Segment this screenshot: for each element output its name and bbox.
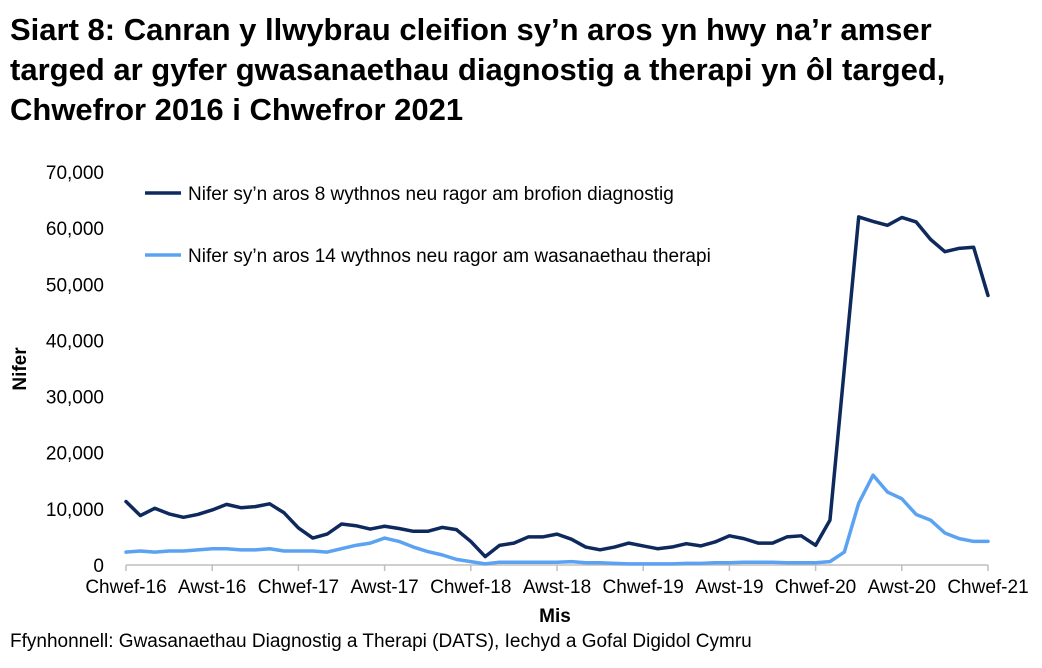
x-tick-label: Chwef-18 [430, 577, 511, 598]
x-tick-label: Chwef-16 [85, 577, 166, 598]
y-axis-label: Nifer [10, 347, 31, 391]
y-tick-label: 50,000 [46, 275, 104, 296]
legend-label-therapi: Nifer sy’n aros 14 wythnos neu ragor am … [188, 246, 711, 267]
line-chart: 0 10,000 20,000 30,000 40,000 50,000 60,000 70,… [10, 163, 1029, 627]
x-tick-label: Awst-17 [350, 577, 418, 598]
x-tick-label: Awst-18 [523, 577, 591, 598]
x-tick-label: Chwef-20 [775, 577, 856, 598]
y-tick-label: 10,000 [46, 500, 104, 521]
series-line-diagnostig [124, 215, 990, 559]
x-tick-label: Chwef-21 [947, 577, 1028, 598]
x-axis-label: Mis [539, 606, 571, 627]
chart-title: Siart 8: Canran y llwybrau cleifion sy’n… [10, 12, 946, 127]
x-tick-label: Awst-19 [695, 577, 763, 598]
legend: Nifer sy’n aros 8 wythnos neu ragor am b… [145, 184, 711, 267]
series-line-therapi [124, 473, 990, 566]
y-tick-label: 0 [93, 556, 104, 577]
x-tick-label: Awst-20 [868, 577, 936, 598]
x-tick-label: Chwef-19 [603, 577, 684, 598]
x-axis: Chwef-16 Awst-16 Chwef-17 Awst-17 Chwef-18 Aw… [85, 564, 1029, 598]
y-tick-label: 70,000 [46, 163, 104, 184]
series-layer [124, 215, 990, 566]
y-tick-label: 30,000 [46, 388, 104, 409]
y-axis: 0 10,000 20,000 30,000 40,000 50,000 60,000 70,… [46, 163, 104, 577]
x-tick-label: Chwef-17 [258, 577, 339, 598]
legend-label-diagnostig: Nifer sy’n aros 8 wythnos neu ragor am b… [188, 184, 674, 205]
y-tick-label: 40,000 [46, 331, 104, 352]
source-note: Ffynhonnell: Gwasanaethau Diagnostig a T… [10, 631, 752, 652]
x-tick-label: Awst-16 [178, 577, 246, 598]
y-tick-label: 20,000 [46, 444, 104, 465]
y-tick-label: 60,000 [46, 219, 104, 240]
